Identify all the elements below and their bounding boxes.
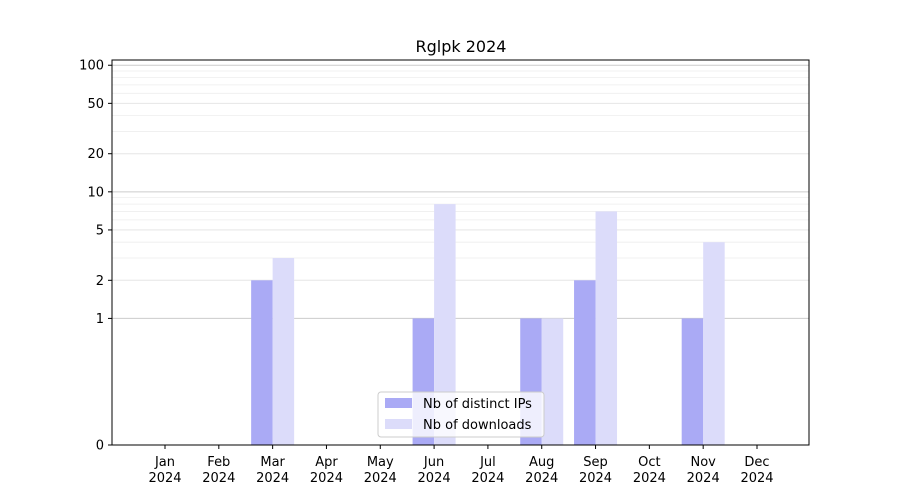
y-tick-label: 10 [87,185,104,200]
x-tick-label: Apr 2024 [310,455,343,486]
bar-downloads [703,242,725,445]
legend-swatch [385,398,412,408]
chart-title: Rglpk 2024 [416,37,507,56]
x-tick-label: Jul 2024 [471,455,504,486]
legend: Nb of distinct IPs Nb of downloads [377,391,545,438]
bar-downloads [272,258,295,445]
legend-swatch [385,419,412,429]
x-tick-label: Sep 2024 [579,455,612,486]
x-tick-label: Jan 2024 [148,455,181,486]
x-tick-label: Jun 2024 [418,455,451,486]
y-tick-label: 100 [79,59,104,74]
x-tick-label: May 2024 [364,455,397,486]
y-tick-label: 50 [87,97,104,112]
y-tick-label: 20 [87,147,104,162]
legend-label: Nb of downloads [423,418,532,433]
y-tick-label: 2 [96,274,104,289]
y-axis: 0 1 2 5 10 20 50 100 [79,59,112,454]
bar-downloads [541,318,564,445]
bar-downloads [595,211,618,445]
legend-label: Nb of distinct IPs [423,397,532,412]
x-tick-label: Mar 2024 [256,455,289,486]
bar-distinct-ips [681,318,704,445]
y-tick-label: 5 [96,223,104,238]
x-tick-label: Aug 2024 [525,455,558,486]
bar-distinct-ips [574,280,596,445]
y-tick-label: 0 [96,439,104,454]
y-tick-label: 1 [96,312,104,327]
bar-distinct-ips [251,280,273,445]
x-tick-label: Nov 2024 [687,455,720,486]
bar-downloads [434,204,456,445]
plot-frame [111,59,810,446]
x-tick-label: Oct 2024 [633,455,666,486]
legend-box [377,391,545,438]
x-tick-label: Dec 2024 [740,455,773,486]
x-tick-label: Feb 2024 [202,455,235,486]
x-axis: Jan 2024 Feb 2024 Mar 2024 Apr 2024 May 2024 Jun 20… [148,445,774,486]
